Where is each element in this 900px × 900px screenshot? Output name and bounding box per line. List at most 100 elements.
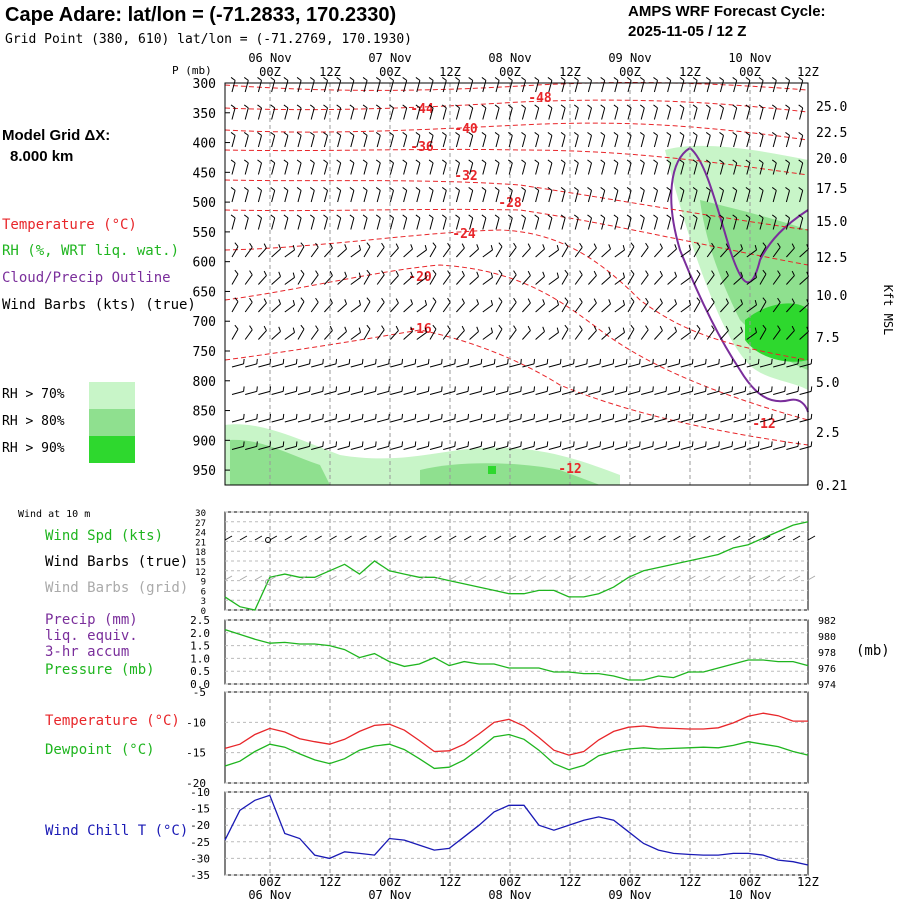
surface-wind-barb-grid [673, 575, 681, 581]
surface-wind-barb-true [598, 535, 606, 541]
wind-barb-staff [587, 80, 592, 93]
wind-barb-flag [234, 324, 239, 330]
wind-barb-flag [335, 358, 338, 364]
wind-barb-flag [777, 270, 781, 276]
wind-barb-flag [678, 413, 681, 419]
wind-barb-flag [745, 77, 751, 81]
wind-barb-staff [442, 80, 447, 93]
wind-barb-staff [574, 246, 583, 258]
wind-barb-staff [337, 162, 342, 175]
wind-barb-staff [799, 217, 804, 230]
wind-barb-staff [548, 162, 553, 175]
wind-barb-flag [784, 441, 786, 447]
wind-barb-staff [521, 190, 526, 203]
wind-barb-staff [667, 80, 672, 93]
wind-barb-flag [270, 132, 276, 136]
wind-barb-staff [587, 107, 592, 120]
wind-barb-flag [520, 358, 522, 364]
wind-barb-flag [692, 77, 698, 81]
wind-barb-flag [441, 132, 447, 136]
wind-barb-flag [467, 413, 470, 419]
wind-barb-flag [295, 358, 298, 364]
wind-barb-staff [667, 390, 680, 395]
wind-barb-flag [740, 244, 743, 250]
wind-barb-staff [390, 247, 399, 258]
wind-barb-staff [337, 107, 342, 120]
wind-barb-staff [244, 190, 249, 203]
wind-barb-flag [249, 270, 253, 276]
surface-wind-barb-grid [284, 575, 293, 581]
wind-barb-flag [381, 297, 385, 303]
surface-wind-barb-true [538, 535, 547, 541]
wind-barb-staff [601, 248, 611, 258]
wind-barb-staff [363, 301, 371, 313]
wind-barb-staff [257, 162, 262, 175]
wind-barb-flag [546, 358, 549, 364]
wind-barb-staff [706, 80, 711, 93]
wind-barb-flag [608, 244, 611, 250]
wind-barb-staff [390, 330, 399, 340]
wind-barb-staff [575, 418, 587, 423]
wind-barb-staff [574, 190, 579, 203]
wind-barb-staff [403, 390, 416, 395]
surface-wind-barb-grid [523, 575, 532, 581]
wind-barb-staff [244, 217, 249, 230]
wind-barb-staff [284, 445, 297, 450]
wind-chill-tick-label: -25 [190, 836, 210, 849]
wind-barb-flag [666, 132, 672, 136]
wind-barb-flag [520, 413, 522, 419]
wind-barb-flag [653, 214, 658, 219]
wind-barb-flag [335, 413, 338, 419]
wind-barb-staff [588, 275, 597, 285]
wind-barb-flag [388, 441, 390, 447]
wind-barb-flag [564, 242, 569, 247]
wind-barb-flag [785, 104, 790, 109]
wind-barb-flag [375, 187, 381, 191]
wind-barb-staff [403, 445, 416, 450]
surface-wind-barb-true [493, 535, 502, 541]
wind-barb-flag [243, 132, 249, 136]
wind-speed-line [224, 521, 809, 611]
wind-barb-staff [311, 390, 323, 395]
wind-barb-flag [296, 104, 302, 109]
wind-barb-staff [257, 80, 262, 93]
wind-barb-flag [389, 132, 394, 136]
wind-barb-flag [784, 386, 786, 392]
wind-barb-flag [564, 324, 569, 330]
surface-wind-barb-grid [434, 575, 442, 581]
wind-barb-staff [455, 217, 460, 230]
wind-barb-flag [520, 386, 522, 392]
wind-barb-flag [719, 187, 724, 191]
wind-barb-staff [561, 162, 566, 175]
wind-barb-flag [283, 104, 289, 109]
wind-barb-staff [733, 363, 746, 368]
wind-barb-flag [230, 132, 236, 136]
temperature-contour-label: -40 [454, 122, 478, 137]
panel-frame [224, 691, 809, 784]
wind-barb-flag [243, 77, 249, 81]
wind-barb-flag [625, 386, 628, 392]
wind-barb-staff [469, 217, 474, 230]
wind-barb-staff [561, 301, 569, 313]
wind-barb-staff [337, 390, 350, 395]
wind-barb-flag [711, 270, 715, 276]
wind-barb-staff [231, 445, 244, 450]
wind-barb-flag [666, 159, 672, 164]
wind-barb-flag [797, 413, 800, 419]
legend-wind-barbs-true: Wind Barbs (true) [45, 554, 189, 570]
wind-barb-flag [490, 327, 493, 333]
wind-barb-flag [362, 77, 368, 81]
wind-barb-flag [560, 159, 566, 164]
wind-barb-flag [230, 77, 236, 81]
wind-barb-flag [388, 386, 390, 392]
wind-barb-flag [493, 358, 496, 364]
wind-barb-flag [762, 242, 767, 247]
surface-wind-barb-grid [583, 575, 592, 581]
height-tick-label: 7.5 [816, 331, 839, 346]
wind-barb-flag [507, 77, 513, 81]
day-label-top: 10 Nov [728, 51, 771, 65]
surface-wind-barb-grid [299, 575, 307, 581]
wind-barb-staff [429, 301, 437, 313]
wind-barb-staff [759, 390, 772, 395]
wind-barb-flag [329, 325, 333, 331]
